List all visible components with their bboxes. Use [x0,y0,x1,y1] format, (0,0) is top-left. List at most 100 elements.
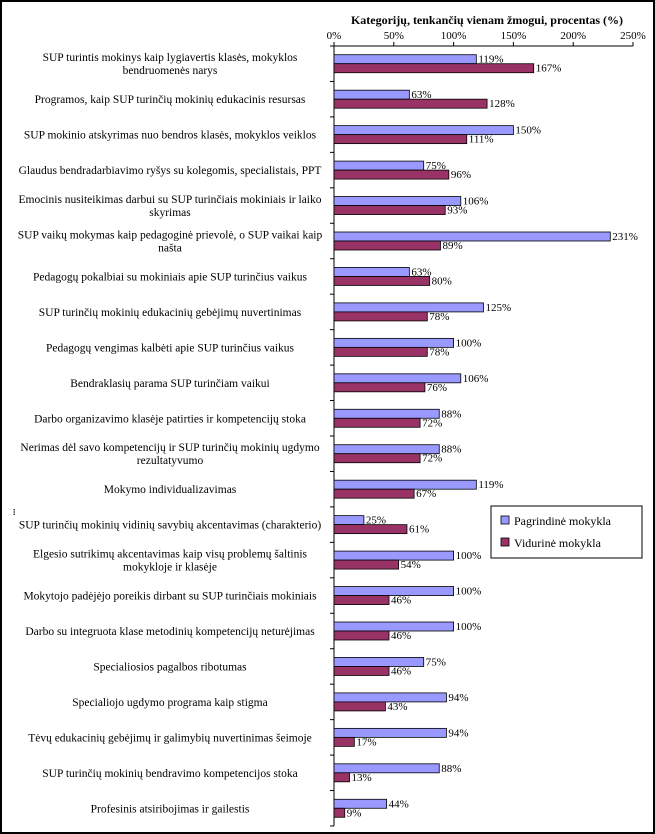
data-label: 100% [456,337,482,349]
category-label: Specialiojo ugdymo programa kaip stigma [72,697,267,709]
data-label: 9% [347,807,362,819]
bar-vidurine [333,98,488,109]
category-label: Profesinis atsiribojimas ir gailestis [91,803,250,815]
category-label: rezultatyvumo [137,455,204,467]
legend-swatch-viduriné [500,537,510,547]
category-labels: SUP turintis mokinys kaip lygiavertis kl… [18,52,323,815]
data-label: 111% [469,134,494,146]
data-label: 88% [441,444,461,456]
bar-pagrindine [333,692,447,703]
data-label: 88% [441,763,461,775]
bar-vidurine [333,736,355,747]
data-label: 80% [432,275,452,287]
category-label: Programos, kaip SUP turinčių mokinių edu… [35,94,306,106]
data-label: 46% [391,630,411,642]
legend-label-pagrindine: Pagrindinė mokykla [514,514,612,528]
bar-vidurine [333,595,390,605]
data-label: 72% [422,417,442,429]
data-label: 17% [356,736,376,748]
data-label: 94% [448,692,468,704]
category-label: SUP turinčių mokinių edukacinių gebėjimų… [39,307,302,319]
bar-vidurine [333,701,386,712]
category-label: Nerimas dėl savo kompetencijų ir SUP tur… [20,442,319,454]
data-label: 93% [447,205,467,217]
bar-vidurine [333,169,450,180]
bar-vidurine [333,134,468,145]
data-label: 75% [426,656,446,668]
x-tick-label: 0% [327,30,342,42]
data-label: 119% [478,54,503,66]
category-label: SUP mokinio atskyrimas nuo bendros klasė… [24,130,317,142]
bar-pagrindine [333,231,611,242]
x-tick-label: 200% [560,30,586,42]
data-label: 231% [612,231,638,243]
category-label: Specialiosios pagalbos ribotumas [93,661,247,673]
data-label: 150% [515,125,541,137]
data-label: 76% [427,382,447,394]
data-label: 128% [489,98,515,110]
data-label: 100% [456,621,482,633]
data-label: 106% [463,373,489,385]
category-label: Mokymo individualizavimas [104,484,237,496]
bar-vidurine [333,276,431,286]
data-label: 78% [429,346,449,358]
bar-vidurine [333,311,428,322]
data-label: 100% [456,586,482,598]
category-label: našta [158,243,182,255]
category-label: SUP turinčių mokinių vidinių savybių akc… [19,520,322,532]
category-label: Pedagogų pokalbiai su mokiniais apie SUP… [33,271,307,283]
bar-vidurine [333,488,415,499]
bar-vidurine [333,346,428,357]
bar-vidurine [333,453,421,464]
data-label: 94% [448,727,468,739]
data-label: 125% [486,302,512,314]
bar-pagrindine [333,89,410,100]
data-label: 63% [411,266,431,278]
bar-vidurine [333,559,399,570]
category-label: mokykloje ir klasėje [123,562,217,574]
data-label: 61% [409,524,429,536]
data-label: 167% [536,63,562,75]
bar-pagrindine [333,763,440,774]
bar-pagrindine [333,267,410,277]
legend-label-viduriné: Vidurinė mokykla [514,536,602,550]
bar-vidurine [333,666,390,676]
bar-vidurine [333,382,426,393]
legend-box [490,505,643,559]
bar-vidurine [333,772,350,783]
bar-vidurine [333,63,535,74]
category-label: Tėvų edukacinių gebėjimų ir galimybių nu… [28,732,312,744]
data-label: 54% [401,559,421,571]
category-label: Pedagogų vengimas kalbėti apie SUP turin… [46,342,295,354]
bars-layer: 119%167%63%128%150%111%75%96%106%93%231%… [333,54,638,819]
data-label: 119% [478,479,503,491]
data-label: 72% [422,453,442,465]
bar-pagrindine [333,550,454,561]
bar-pagrindine [333,586,454,596]
category-label: skyrimas [149,207,191,219]
bar-pagrindine [333,621,454,632]
data-label: 43% [387,701,407,713]
bar-pagrindine [333,160,425,171]
category-label: Elgesio sutrikimų akcentavimas kaip visų… [33,549,308,561]
x-tick-label: 150% [501,30,527,42]
category-label: Mokytojo padėjėjo poreikis dirbant su SU… [23,591,317,603]
bar-pagrindine [333,54,477,65]
data-label: 44% [389,798,409,810]
data-label: 46% [391,595,411,607]
data-label: 100% [456,550,482,562]
category-label: Emocinis nusiteikimas darbui su SUP turi… [18,194,321,206]
bar-vidurine [333,205,446,215]
y-axis-label: ... [7,509,17,516]
data-label: 67% [416,488,436,500]
category-label: bendruomenės narys [123,65,218,77]
bar-pagrindine [333,196,462,206]
chart-title: Kategorijų, tenkančių vienam žmogui, pro… [351,13,623,27]
bar-vidurine [333,524,408,535]
data-label: 89% [442,240,462,252]
category-label: SUP turinčių mokinių bendravimo kompeten… [42,768,297,780]
bar-pagrindine [333,798,388,809]
data-label: 13% [352,772,372,784]
